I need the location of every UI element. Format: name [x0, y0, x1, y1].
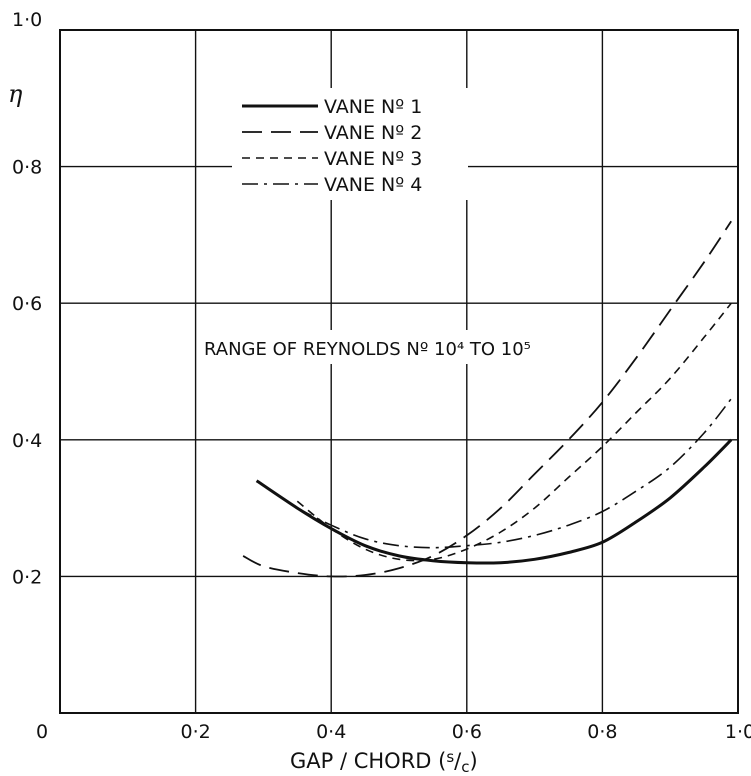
series-line-vane-1	[255, 438, 733, 565]
plot-frame	[59, 29, 739, 714]
tick-labels: 0 0·2 0·4 0·6 0·8 1·0 0·2 0·4 0·6 0·8 1·0	[12, 9, 751, 743]
x-axis-label: GAP / CHORD (s/c)	[290, 748, 478, 776]
legend-label-vane-2: VANE Nº 2	[324, 122, 422, 144]
legend: VANE Nº 1 VANE Nº 2 VANE Nº 3 VANE Nº 4	[232, 88, 468, 200]
x-tick-label: 0	[36, 721, 48, 743]
legend-label-vane-1: VANE Nº 1	[324, 96, 422, 118]
legend-label-vane-4: VANE Nº 4	[324, 174, 422, 196]
series-line-vane-4	[296, 398, 732, 549]
x-tick-label: 0·2	[180, 721, 210, 743]
y-tick-label: 0·2	[12, 566, 42, 588]
y-tick-label: 0·6	[12, 293, 42, 315]
x-tick-label: 0·8	[587, 721, 617, 743]
x-tick-label: 0·6	[452, 721, 482, 743]
y-axis-label: η	[8, 80, 23, 108]
series-lines	[242, 220, 733, 578]
x-tick-label: 1·0	[725, 721, 751, 743]
series-line-vane-3	[296, 302, 732, 562]
y-tick-label: 0·4	[12, 430, 42, 452]
y-tick-label: 1·0	[12, 9, 42, 31]
reynolds-annotation: RANGE OF REYNOLDS Nº 10⁴ TO 10⁵	[198, 330, 538, 364]
axes-box	[59, 29, 739, 714]
y-tick-label: 0·8	[12, 157, 42, 179]
legend-label-vane-3: VANE Nº 3	[324, 148, 422, 170]
annotation-text: RANGE OF REYNOLDS Nº 10⁴ TO 10⁵	[204, 339, 531, 360]
x-tick-label: 0·4	[316, 721, 346, 743]
series-line-vane-2	[242, 220, 732, 578]
